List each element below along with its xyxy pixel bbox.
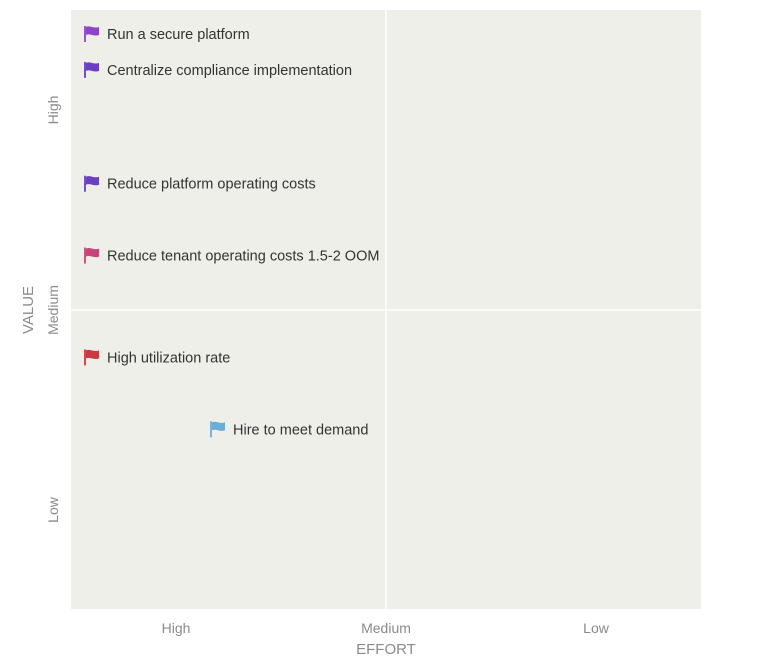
y-tick-label: High xyxy=(45,96,61,125)
point-label[interactable]: Reduce platform operating costs xyxy=(107,177,316,193)
chart-point[interactable]: Centralize compliance implementation xyxy=(84,61,352,79)
point-label[interactable]: Reduce tenant operating costs 1.5-2 OOM xyxy=(107,249,379,265)
flag-icon[interactable] xyxy=(86,349,99,359)
y-tick-label: Medium xyxy=(45,285,61,335)
flag-icon[interactable] xyxy=(212,421,225,431)
y-tick-label: Low xyxy=(45,496,61,523)
chart-point[interactable]: Hire to meet demand xyxy=(210,421,368,438)
chart-point[interactable]: High utilization rate xyxy=(84,349,230,366)
point-label[interactable]: Run a secure platform xyxy=(107,27,250,43)
x-tick-label: Medium xyxy=(361,620,411,636)
point-label[interactable]: Centralize compliance implementation xyxy=(107,63,352,79)
flag-icon[interactable] xyxy=(86,176,99,186)
point-label[interactable]: Hire to meet demand xyxy=(233,422,368,438)
flag-icon[interactable] xyxy=(86,62,99,72)
x-tick-label: Low xyxy=(583,620,610,636)
x-axis-title: EFFORT xyxy=(356,641,416,658)
chart-point[interactable]: Reduce tenant operating costs 1.5-2 OOM xyxy=(84,247,379,265)
points-layer: Run a secure platform Centralize complian… xyxy=(84,25,379,438)
point-label[interactable]: High utilization rate xyxy=(107,350,230,366)
x-tick-label: High xyxy=(162,620,191,636)
flag-icon[interactable] xyxy=(86,26,99,36)
chart-point[interactable]: Run a secure platform xyxy=(84,25,250,43)
y-axis-title: VALUE xyxy=(20,286,37,334)
flag-icon[interactable] xyxy=(86,248,99,258)
chart-point[interactable]: Reduce platform operating costs xyxy=(84,175,316,193)
